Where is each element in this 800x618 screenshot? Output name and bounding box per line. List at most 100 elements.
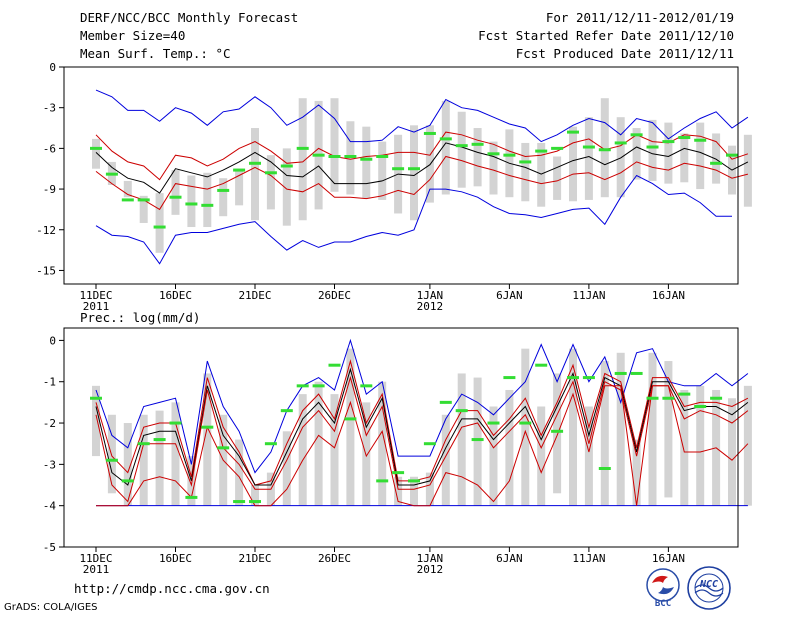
ensemble-range-bar — [664, 122, 673, 184]
ensemble-range-bar — [123, 180, 132, 198]
ensemble-range-bar — [378, 141, 387, 200]
x-tick-year-label: 2011 — [83, 300, 110, 313]
grads-credit: GrADS: COLA/IGES — [4, 602, 98, 613]
ensemble-range-bar — [139, 414, 148, 506]
ensemble-range-bar — [441, 100, 450, 195]
ensemble-range-bar — [457, 373, 466, 506]
x-tick-label: 26DEC — [318, 289, 351, 302]
ensemble-range-bar — [648, 352, 657, 506]
x-tick-label: 16DEC — [159, 289, 192, 302]
ensemble-range-bar — [155, 193, 164, 253]
y-tick-label: -9 — [43, 183, 56, 196]
ensemble-range-bar — [187, 175, 196, 228]
ensemble-range-bar — [505, 389, 514, 506]
ensemble-range-bar — [537, 406, 546, 506]
series-line-lower — [95, 155, 749, 211]
ensemble-range-bar — [664, 361, 673, 498]
ensemble-range-bar — [282, 148, 291, 226]
ensemble-range-bar — [743, 385, 752, 506]
ensemble-range-bar — [171, 170, 180, 215]
series-line-lower — [95, 375, 749, 503]
ensemble-range-bar — [139, 195, 148, 223]
ensemble-range-bar — [600, 98, 609, 198]
ensemble-range-bar — [235, 439, 244, 506]
y-tick-label: -5 — [43, 541, 56, 554]
ensemble-range-bar — [728, 398, 736, 506]
ensemble-range-bar — [616, 117, 625, 198]
y-tick-label: -4 — [43, 500, 57, 513]
chart-title: DERF/NCC/BCC Monthly Forecast — [80, 10, 299, 25]
ensemble-range-bar — [489, 141, 498, 195]
ensemble-range-bar — [473, 377, 482, 506]
forecast-range: For 2011/12/11-2012/01/19 — [545, 10, 734, 25]
header-right: For 2011/12/11-2012/01/19 Fcst Started Re… — [478, 9, 734, 63]
x-tick-year-label: 2011 — [83, 563, 110, 576]
precipitation-title: Prec.: log(mm/d) — [80, 310, 200, 325]
x-tick-label: 11DEC — [79, 289, 112, 302]
ensemble-range-bar — [632, 128, 641, 180]
ensemble-range-bar — [203, 172, 212, 228]
ncc-logo: NCC — [687, 566, 731, 610]
ensemble-range-bar — [680, 133, 689, 183]
x-tick-label: 11JAN — [572, 289, 605, 302]
ensemble-range-bar — [394, 476, 403, 506]
website-url[interactable]: http://cmdp.ncc.cma.gov.cn — [74, 581, 270, 596]
ensemble-range-bar — [616, 352, 625, 506]
x-tick-label: 6JAN — [496, 552, 523, 565]
ensemble-range-bar — [251, 128, 259, 221]
ensemble-range-bar — [171, 402, 180, 506]
ensemble-range-bar — [330, 394, 339, 506]
plot-frame — [63, 327, 739, 548]
x-tick-label: 21DEC — [238, 289, 271, 302]
ensemble-range-bar — [584, 117, 593, 200]
ensemble-range-bar — [314, 381, 323, 506]
forecast-produced-date: Fcst Produced Date 2011/12/11 — [515, 46, 734, 61]
ensemble-range-bar — [251, 485, 259, 506]
y-tick-label: -2 — [43, 417, 56, 430]
y-tick-label: -12 — [36, 224, 56, 237]
x-tick-label: 16DEC — [159, 552, 192, 565]
series-line-min — [95, 174, 732, 265]
forecast-started-date: Fcst Started Refer Date 2011/12/10 — [478, 28, 734, 43]
ensemble-range-bar — [696, 122, 705, 190]
y-tick-label: -3 — [43, 458, 56, 471]
x-tick-label: 11JAN — [572, 552, 605, 565]
ensemble-range-bar — [632, 439, 641, 506]
series-line-upper — [95, 359, 749, 486]
variable-label: Mean Surf. Temp.: °C — [80, 46, 231, 61]
ensemble-range-bar — [680, 389, 689, 506]
ensemble-range-bar — [266, 155, 275, 210]
member-size: Member Size=40 — [80, 28, 186, 43]
ensemble-range-bar — [521, 142, 530, 202]
ensemble-range-bar — [537, 142, 546, 207]
y-tick-label: -1 — [43, 376, 56, 389]
x-tick-label: 1JAN — [417, 552, 444, 565]
x-tick-year-label: 2012 — [417, 300, 444, 313]
bcc-logo-text: BCC — [655, 599, 671, 609]
ensemble-range-bar — [282, 431, 291, 506]
ensemble-range-bar — [584, 406, 593, 506]
x-tick-label: 16JAN — [652, 289, 685, 302]
ensemble-range-bar — [553, 156, 562, 200]
ensemble-range-bar — [569, 126, 577, 202]
y-tick-label: -15 — [36, 264, 56, 277]
ensemble-range-bar — [219, 178, 228, 217]
ensemble-range-bar — [203, 373, 212, 506]
series-line-min — [96, 385, 749, 507]
ensemble-range-bar — [648, 119, 657, 181]
ensemble-range-bar — [378, 381, 387, 506]
x-tick-label: 21DEC — [238, 552, 271, 565]
ensemble-range-bar — [521, 348, 530, 506]
ensemble-range-bar — [362, 126, 371, 199]
ensemble-range-bar — [441, 414, 450, 506]
series-line-mean — [95, 367, 749, 486]
ensemble-range-bar — [410, 476, 418, 506]
ensemble-range-bar — [743, 134, 752, 207]
ensemble-range-bar — [489, 406, 498, 506]
bcc-logo: BCC — [646, 568, 680, 609]
ensemble-range-bar — [473, 128, 482, 187]
ensemble-range-bar — [696, 385, 705, 506]
ensemble-range-bar — [107, 414, 116, 494]
